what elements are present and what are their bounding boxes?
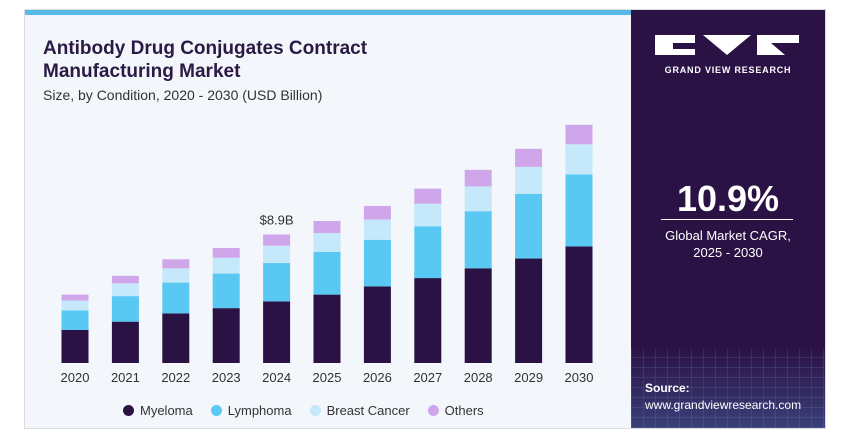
- chart-legend: Myeloma Lymphoma Breast Cancer Others: [123, 403, 484, 418]
- bar-segment-others-2023: [212, 248, 240, 258]
- x-tick-label: 2025: [313, 370, 342, 385]
- legend-label: Breast Cancer: [326, 403, 410, 418]
- infographic-card: Antibody Drug Conjugates Contract Manufa…: [24, 9, 826, 429]
- x-tick-label: 2020: [61, 370, 90, 385]
- bar-segment-breast-cancer-2022: [162, 268, 190, 283]
- bar-segment-breast-cancer-2026: [363, 219, 391, 240]
- x-tick-label: 2021: [111, 370, 140, 385]
- source-label: Source:: [645, 381, 690, 395]
- bar-segment-breast-cancer-2027: [414, 203, 442, 227]
- bar-segment-others-2026: [363, 205, 391, 220]
- x-tick-label: 2026: [363, 370, 392, 385]
- bar-segment-others-2024: [263, 234, 291, 246]
- bar-segment-breast-cancer-2029: [515, 166, 543, 194]
- x-tick-label: 2028: [464, 370, 493, 385]
- x-tick-label: 2022: [161, 370, 190, 385]
- legend-label: Lymphoma: [227, 403, 292, 418]
- x-tick-label: 2030: [565, 370, 594, 385]
- bar-segment-lymphoma-2022: [162, 282, 190, 314]
- bar-segment-others-2022: [162, 259, 190, 269]
- bar-segment-lymphoma-2029: [515, 193, 543, 259]
- bar-segment-myeloma-2025: [313, 294, 341, 363]
- cagr-label: Global Market CAGR, 2025 - 2030: [631, 227, 825, 261]
- x-tick-label: 2024: [262, 370, 291, 385]
- brand-panel: GRAND VIEW RESEARCH 10.9% Global Market …: [631, 10, 825, 428]
- legend-swatch: [210, 405, 222, 416]
- legend-swatch: [309, 405, 321, 416]
- data-annotation: $8.9B: [260, 212, 294, 227]
- bar-segment-breast-cancer-2021: [111, 283, 139, 297]
- bar-segment-others-2030: [565, 124, 593, 145]
- legend-item-lymphoma: Lymphoma: [210, 403, 292, 418]
- legend-item-breast-cancer: Breast Cancer: [309, 403, 410, 418]
- x-tick-label: 2023: [212, 370, 241, 385]
- bar-segment-others-2020: [61, 294, 89, 301]
- bar-segment-lymphoma-2030: [565, 174, 593, 247]
- bar-segment-myeloma-2020: [61, 329, 89, 363]
- legend-label: Myeloma: [140, 403, 193, 418]
- x-tick-label: 2027: [413, 370, 442, 385]
- legend-label: Others: [444, 403, 484, 418]
- grid-floor-decoration: [631, 348, 825, 428]
- bar-segment-myeloma-2026: [363, 286, 391, 363]
- source-link[interactable]: www.grandviewresearch.com: [645, 398, 802, 412]
- bar-segment-breast-cancer-2023: [212, 257, 240, 274]
- legend-swatch: [123, 405, 134, 416]
- bar-segment-lymphoma-2020: [61, 310, 89, 330]
- bar-segment-myeloma-2028: [464, 268, 492, 363]
- accent-bar: [25, 10, 631, 15]
- bar-segment-breast-cancer-2030: [565, 144, 593, 175]
- bar-segment-myeloma-2027: [414, 278, 442, 363]
- bar-segment-lymphoma-2024: [263, 263, 291, 302]
- bar-segment-lymphoma-2028: [464, 211, 492, 269]
- bar-segment-others-2027: [414, 188, 442, 204]
- chart-subtitle: Size, by Condition, 2020 - 2030 (USD Bil…: [43, 87, 323, 103]
- bar-segment-myeloma-2021: [111, 321, 139, 363]
- bar-segment-lymphoma-2026: [363, 239, 391, 287]
- bar-segment-myeloma-2029: [515, 258, 543, 363]
- bar-segment-myeloma-2024: [263, 301, 291, 363]
- bar-segment-lymphoma-2027: [414, 226, 442, 279]
- stacked-bar-chart: 2020 2021 2022 2023 2024 2025 2026 2027 2028 2029…: [61, 124, 594, 385]
- bar-segment-others-2028: [464, 169, 492, 187]
- legend-item-others: Others: [427, 403, 484, 418]
- bar-segment-others-2029: [515, 148, 543, 167]
- bar-segment-breast-cancer-2025: [313, 232, 341, 252]
- bar-segment-myeloma-2030: [565, 246, 593, 363]
- x-tick-label: 2029: [514, 370, 543, 385]
- bar-segment-lymphoma-2023: [212, 273, 240, 309]
- bar-segment-myeloma-2022: [162, 313, 190, 363]
- brand-name: GRAND VIEW RESEARCH: [664, 65, 792, 75]
- gvr-logo-icon: [655, 35, 799, 55]
- chart-title: Antibody Drug Conjugates Contract Manufa…: [43, 38, 368, 82]
- bar-segment-others-2021: [111, 275, 139, 284]
- cagr-value: 10.9%: [676, 178, 780, 219]
- bar-segment-breast-cancer-2020: [61, 300, 89, 311]
- legend-item-myeloma: Myeloma: [123, 403, 193, 418]
- divider: [661, 219, 793, 220]
- legend-swatch: [427, 405, 439, 416]
- bar-segment-breast-cancer-2024: [263, 245, 291, 264]
- bar-segment-lymphoma-2021: [111, 296, 139, 322]
- bar-segment-breast-cancer-2028: [464, 186, 492, 212]
- cagr-label-line2: 2025 - 2030: [693, 245, 763, 260]
- bar-segment-others-2025: [313, 220, 341, 233]
- bar-segment-lymphoma-2025: [313, 251, 341, 295]
- cagr-label-line1: Global Market CAGR,: [665, 228, 791, 243]
- chart-panel: Antibody Drug Conjugates Contract Manufa…: [25, 15, 631, 428]
- bar-segment-myeloma-2023: [212, 308, 240, 363]
